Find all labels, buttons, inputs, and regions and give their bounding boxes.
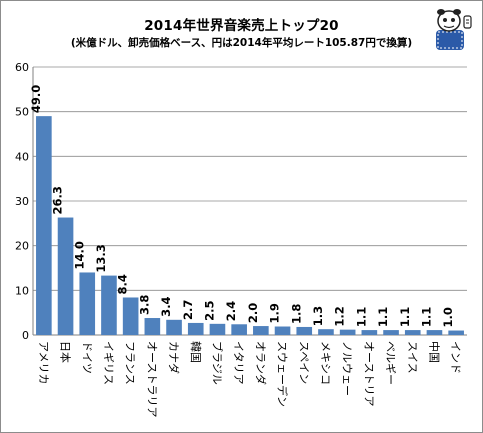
bar xyxy=(209,323,226,335)
bar xyxy=(36,116,52,335)
data-label: 1.1 xyxy=(398,307,412,327)
bar xyxy=(253,326,269,335)
bar xyxy=(166,319,182,335)
data-label: 3.4 xyxy=(159,296,173,316)
bar xyxy=(318,329,334,335)
data-label: 1.1 xyxy=(419,307,433,327)
x-tick-label: イタリア xyxy=(232,341,245,385)
x-tick-label: 日本 xyxy=(59,341,73,363)
x-tick-label: スウェーデン xyxy=(276,341,290,407)
y-tick-label: 60 xyxy=(15,61,29,74)
x-tick-label: カナダ xyxy=(167,341,181,374)
bar xyxy=(404,330,421,335)
bar xyxy=(383,330,399,335)
data-label: 1.3 xyxy=(311,306,325,326)
x-tick-label: インド xyxy=(449,341,462,374)
data-label: 14.0 xyxy=(72,241,86,269)
data-label: 1.1 xyxy=(376,307,390,327)
data-label: 8.4 xyxy=(116,274,130,294)
data-label: 2.7 xyxy=(181,300,195,320)
y-tick-label: 50 xyxy=(15,106,29,119)
x-tick-label: スペイン xyxy=(297,341,310,384)
y-tick-label: 10 xyxy=(15,284,29,297)
x-tick-label: スイス xyxy=(406,341,419,374)
data-label: 13.3 xyxy=(94,244,108,272)
x-tick-label: ブラジル xyxy=(210,341,224,385)
x-tick-label: オランダ xyxy=(254,341,268,385)
x-tick-label: オーストリア xyxy=(362,341,375,406)
chart-subtitle: (米億ドル、卸売価格ベース、円は2014年平均レート105.87円で換算) xyxy=(70,37,413,49)
bar xyxy=(426,330,443,335)
data-label: 2.4 xyxy=(224,301,238,321)
bar xyxy=(361,330,378,335)
x-tick-label: オーストラリア xyxy=(145,341,158,417)
bar xyxy=(296,326,313,335)
bar xyxy=(231,324,247,335)
bar xyxy=(57,217,74,335)
y-tick-label: 0 xyxy=(22,329,29,342)
bar xyxy=(187,322,204,335)
y-tick-label: 30 xyxy=(15,195,29,208)
bar xyxy=(448,330,464,335)
x-tick-label: 韓国 xyxy=(189,341,202,363)
x-tick-label: ノルウェー xyxy=(341,341,354,396)
x-tick-label: ベルギー xyxy=(384,341,397,385)
bar xyxy=(122,297,139,335)
bar xyxy=(274,326,291,335)
bar xyxy=(144,318,161,335)
y-tick-label: 20 xyxy=(15,240,29,253)
data-label: 1.0 xyxy=(441,307,455,327)
y-tick-label: 40 xyxy=(15,150,29,163)
data-label: 49.0 xyxy=(29,85,43,113)
x-tick-label: 中国 xyxy=(427,341,440,363)
data-label: 1.9 xyxy=(268,303,282,323)
x-tick-label: フランス xyxy=(124,341,137,385)
data-label: 26.3 xyxy=(51,186,65,214)
bar xyxy=(339,329,356,335)
data-label: 1.8 xyxy=(289,304,303,324)
mascot-icon xyxy=(436,9,472,50)
x-tick-label: ドイツ xyxy=(80,341,93,374)
x-tick-label: アメリカ xyxy=(37,341,50,384)
x-tick-label: イギリス xyxy=(102,341,115,385)
data-label: 1.2 xyxy=(333,306,347,326)
data-label: 2.0 xyxy=(246,303,260,323)
bar xyxy=(79,272,96,335)
x-tick-label: メキシコ xyxy=(319,341,332,385)
bar xyxy=(101,275,117,335)
data-label: 1.1 xyxy=(354,307,368,327)
data-label: 2.5 xyxy=(202,300,216,320)
data-label: 3.8 xyxy=(137,295,151,315)
chart-title: 2014年世界音楽売上トップ20 xyxy=(144,18,339,34)
